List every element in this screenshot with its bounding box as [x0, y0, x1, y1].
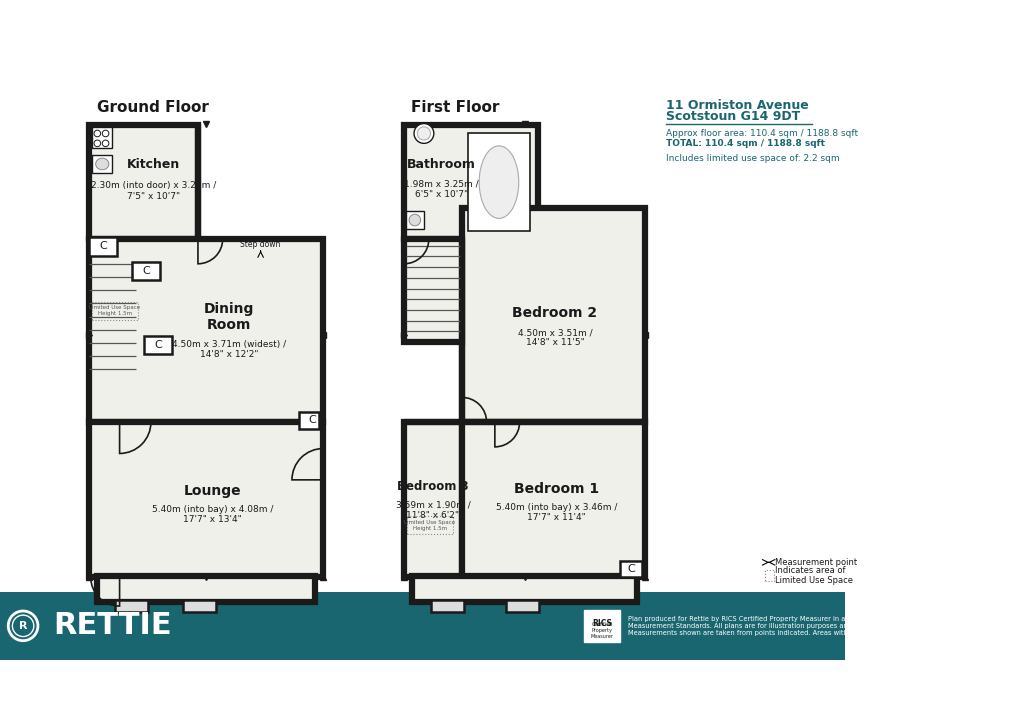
Bar [621, 560, 642, 577]
Circle shape [418, 127, 430, 140]
Bar [89, 422, 324, 577]
Text: 4.50m x 3.51m /
14'8" x 11'5": 4.50m x 3.51m / 14'8" x 11'5" [518, 328, 592, 348]
Circle shape [414, 124, 434, 143]
Text: C: C [155, 341, 162, 351]
Text: 2.30m (into door) x 3.25m /
7'5" x 10'7": 2.30m (into door) x 3.25m / 7'5" x 10'7" [91, 181, 216, 201]
Text: TOTAL: 110.4 sqm / 1188.8 sqft: TOTAL: 110.4 sqm / 1188.8 sqft [667, 139, 825, 147]
Text: Ground Floor: Ground Floor [97, 100, 209, 116]
Text: C: C [308, 416, 315, 425]
Text: Kitchen: Kitchen [127, 158, 180, 171]
Bar [404, 422, 462, 577]
Ellipse shape [479, 146, 519, 218]
Text: Measurement point: Measurement point [775, 558, 857, 567]
Text: C: C [142, 266, 150, 276]
Bar [468, 134, 530, 231]
Bar [144, 336, 172, 354]
Bar [406, 211, 424, 229]
Bar [299, 412, 319, 429]
Bar [0, 592, 845, 659]
Text: 3.59m x 1.90m /
11'8" x 6'2": 3.59m x 1.90m / 11'8" x 6'2" [395, 500, 470, 520]
Bar [183, 600, 216, 612]
Text: C: C [99, 241, 106, 252]
Text: Includes limited use space of: 2.2 sqm: Includes limited use space of: 2.2 sqm [667, 154, 840, 163]
Bar [132, 262, 160, 281]
Bar [584, 610, 621, 641]
Bar [765, 570, 773, 581]
Bar [430, 600, 464, 612]
Bar [89, 239, 324, 422]
Text: 4.50m x 3.71m (widest) /
14'8" x 12'2": 4.50m x 3.71m (widest) / 14'8" x 12'2" [172, 340, 287, 359]
Text: 5.40m (into bay) x 3.46m /
17'7" x 11'4": 5.40m (into bay) x 3.46m / 17'7" x 11'4" [496, 503, 617, 522]
Bar [92, 127, 113, 148]
Text: RICS: RICS [592, 619, 612, 628]
Bar [92, 155, 113, 173]
Text: 11 Ormiston Avenue: 11 Ormiston Avenue [667, 99, 809, 112]
Polygon shape [672, 539, 845, 592]
Text: R: R [18, 621, 28, 631]
Bar [89, 237, 117, 255]
Bar [507, 600, 540, 612]
Text: Approx floor area: 110.4 sqm / 1188.8 sqft: Approx floor area: 110.4 sqm / 1188.8 sq… [667, 129, 858, 138]
Text: Plan produced for Rettie by RICS Certified Property Measurer in accordance with : Plan produced for Rettie by RICS Certifi… [629, 616, 1012, 636]
Text: RETTIE: RETTIE [53, 612, 172, 641]
Text: Limited Use Space
Height 1.5m: Limited Use Space Height 1.5m [404, 520, 456, 531]
Bar [462, 422, 645, 577]
Text: 1.98m x 3.25m /
6'5" x 10'7": 1.98m x 3.25m / 6'5" x 10'7" [403, 179, 478, 199]
Bar [404, 239, 462, 342]
Text: Certified
Property
Measurer: Certified Property Measurer [591, 623, 613, 639]
Text: Limited Use Space
Height 1.5m: Limited Use Space Height 1.5m [89, 305, 140, 316]
Text: 5.40m (into bay) x 4.08m /
17'7" x 13'4": 5.40m (into bay) x 4.08m / 17'7" x 13'4" [153, 505, 273, 524]
Text: Step down: Step down [241, 240, 281, 249]
Text: Scotstoun G14 9DT: Scotstoun G14 9DT [667, 111, 801, 124]
Bar [97, 576, 315, 602]
Text: Indicates area of
Limited Use Space: Indicates area of Limited Use Space [775, 566, 853, 585]
Bar [462, 208, 645, 422]
Bar [116, 600, 148, 612]
Text: Dining
Room: Dining Room [204, 302, 255, 333]
Ellipse shape [409, 214, 421, 226]
Bar [89, 125, 198, 239]
Text: Bedroom 2: Bedroom 2 [512, 307, 598, 320]
Text: C: C [627, 564, 635, 574]
Text: Lounge: Lounge [184, 484, 242, 497]
Text: Bedroom 1: Bedroom 1 [514, 482, 599, 496]
Bar [408, 516, 453, 534]
Bar [92, 301, 138, 320]
Text: Bedroom 3: Bedroom 3 [397, 480, 469, 493]
Text: Bathroom: Bathroom [407, 158, 476, 171]
Bar [404, 125, 538, 239]
Ellipse shape [95, 158, 109, 170]
Bar [413, 576, 637, 602]
Text: First Floor: First Floor [411, 100, 499, 116]
